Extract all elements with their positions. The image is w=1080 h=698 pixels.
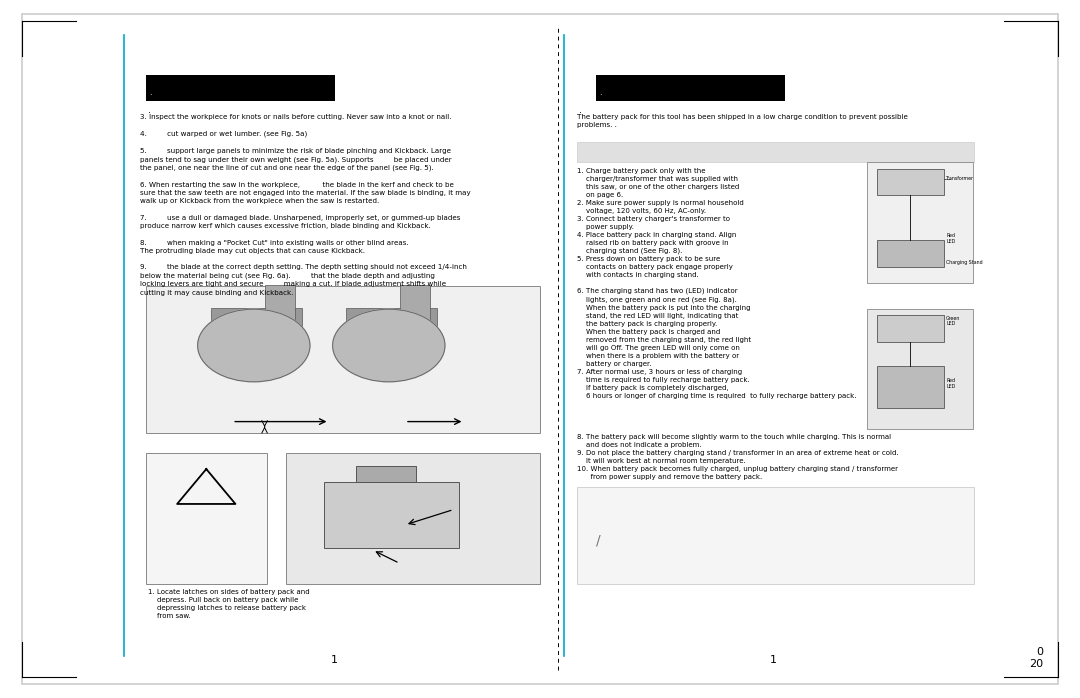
Text: 1: 1: [770, 655, 777, 664]
Bar: [146, 453, 267, 584]
Bar: [400, 285, 430, 321]
Text: Transformer: Transformer: [946, 176, 974, 181]
Bar: [324, 482, 459, 548]
Text: Red
LED: Red LED: [946, 233, 956, 244]
Text: Red
LED: Red LED: [946, 378, 956, 389]
Text: .: .: [149, 89, 151, 97]
Text: 8. The battery pack will become slightly warm to the touch while charging. This : 8. The battery pack will become slightly…: [577, 434, 899, 480]
Bar: [286, 453, 540, 584]
Bar: [867, 162, 973, 283]
Bar: [211, 308, 302, 337]
Bar: [346, 308, 437, 337]
Text: 1. Locate latches on sides of battery pack and
    depress. Pull back on battery: 1. Locate latches on sides of battery pa…: [148, 589, 310, 619]
Text: The battery pack for this tool has been shipped in a low charge condition to pre: The battery pack for this tool has been …: [577, 114, 907, 128]
Text: 6. The charging stand has two (LED) indicator
    lights, one green and one red : 6. The charging stand has two (LED) indi…: [577, 288, 856, 399]
Text: /: /: [596, 534, 600, 548]
Bar: [265, 285, 295, 321]
Circle shape: [198, 309, 310, 382]
Text: 3. Inspect the workpiece for knots or nails before cutting. Never saw into a kno: 3. Inspect the workpiece for knots or na…: [140, 114, 471, 296]
Circle shape: [333, 309, 445, 382]
Text: .: .: [148, 105, 151, 114]
Text: 1. Charge battery pack only with the
    charger/transformer that was supplied w: 1. Charge battery pack only with the cha…: [577, 168, 743, 278]
Bar: [146, 286, 540, 433]
Text: .: .: [599, 89, 602, 97]
Text: Charging Stand: Charging Stand: [946, 260, 983, 265]
Text: 0
20: 0 20: [1029, 647, 1043, 669]
Bar: [877, 366, 944, 408]
Bar: [146, 75, 335, 101]
Text: Green
LED: Green LED: [946, 315, 960, 327]
Text: .: .: [579, 105, 582, 114]
Bar: [356, 466, 416, 482]
Bar: [867, 309, 973, 429]
Bar: [577, 487, 974, 584]
Bar: [877, 240, 944, 267]
Bar: [877, 169, 944, 195]
Text: 1: 1: [332, 655, 338, 664]
Bar: [877, 315, 944, 342]
Bar: [577, 142, 974, 162]
Bar: [596, 75, 785, 101]
